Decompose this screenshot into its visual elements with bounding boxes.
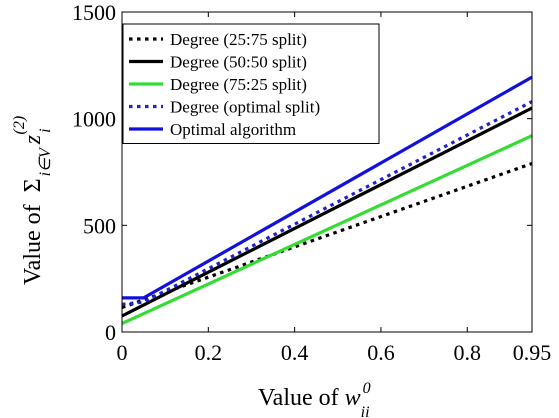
y-axis-label-var: z <box>20 134 46 145</box>
y-axis-label-sum-sub: i∈V <box>37 146 54 176</box>
x-tick-label: 0.2 <box>195 340 223 365</box>
y-tick-label: 500 <box>83 213 116 238</box>
series-line-4 <box>121 100 533 306</box>
y-axis-label: Value of Σi∈Vzi (2) <box>11 116 54 285</box>
series-line-2 <box>121 106 533 318</box>
legend-label-2: Degree (50:50 split) <box>170 53 307 72</box>
legend-label-4: Degree (optimal split) <box>170 98 320 117</box>
axis-ticks: 0 0.2 0.4 0.6 0.8 0.95 0 500 1000 1500 <box>72 0 551 365</box>
y-tick-label: 1500 <box>72 0 116 25</box>
legend-label-5: Optimal algorithm <box>170 120 296 139</box>
series-line-3 <box>121 134 533 325</box>
y-tick-label: 0 <box>105 320 116 345</box>
x-axis-label-var: w <box>345 385 361 411</box>
legend: Degree (25:75 split) Degree (50:50 split)… <box>122 23 380 144</box>
x-tick-label: 0.6 <box>367 340 395 365</box>
y-axis-label-sum: Σ <box>20 178 46 192</box>
plot-frame <box>121 11 533 333</box>
x-axis-label-sup: 0 <box>363 380 371 397</box>
x-axis-label-prefix: Value of <box>258 385 345 411</box>
x-tick-label: 0.8 <box>454 340 482 365</box>
series-line-1 <box>121 161 533 310</box>
x-axis-label: Value of w 0 ii <box>258 380 371 418</box>
x-tick-label: 0.4 <box>281 340 309 365</box>
x-axis-label-sub: ii <box>361 404 370 418</box>
plot-lines <box>121 75 533 325</box>
y-axis-label-sup: (2) <box>11 116 28 135</box>
legend-label-1: Degree (25:75 split) <box>170 30 307 49</box>
x-tick-label: 0 <box>117 340 128 365</box>
series-line-5 <box>122 75 533 300</box>
y-axis-label-prefix: Value of <box>20 198 46 285</box>
y-axis-label-sub: i <box>37 128 54 132</box>
legend-label-3: Degree (75:25 split) <box>170 75 307 94</box>
x-tick-label: 0.95 <box>513 340 552 365</box>
legend-box <box>122 23 380 144</box>
y-tick-label: 1000 <box>72 107 116 132</box>
